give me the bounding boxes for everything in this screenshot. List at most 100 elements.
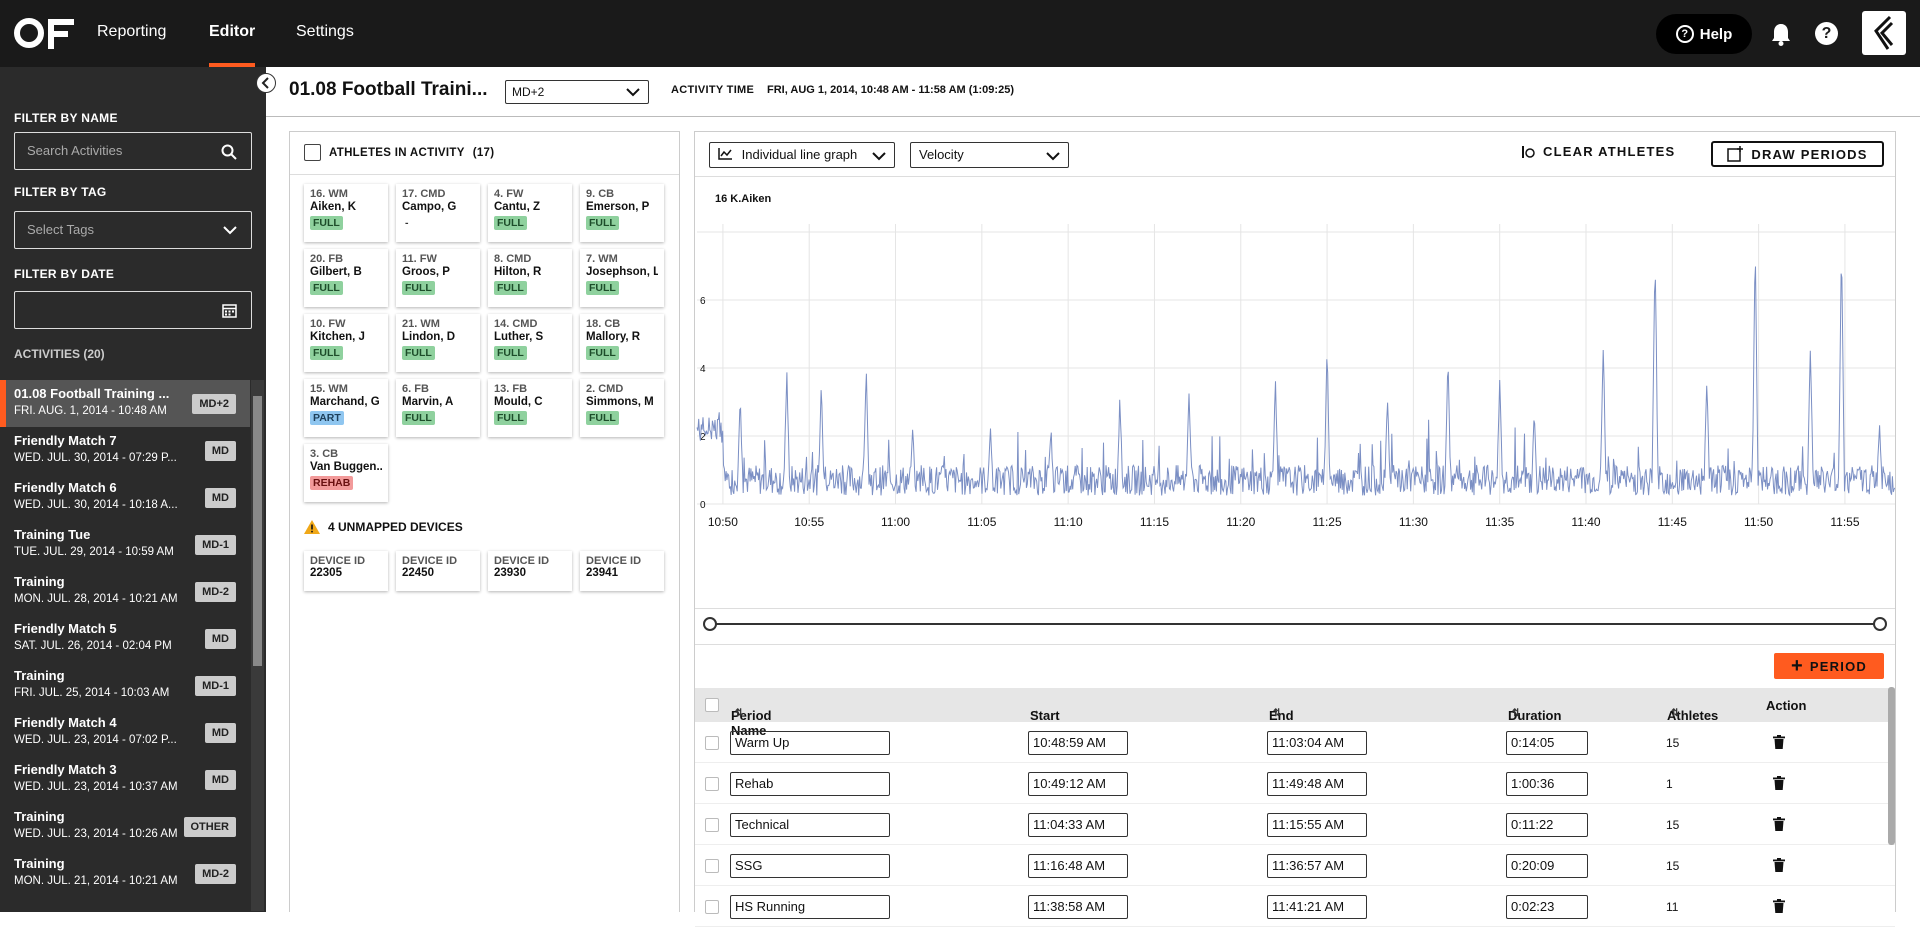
nav-settings[interactable]: Settings xyxy=(296,23,354,40)
collapse-sidebar-button[interactable] xyxy=(256,73,276,93)
athlete-card[interactable]: 21. WM Lindon, D FULL xyxy=(396,314,480,372)
athlete-card[interactable]: 3. CB Van Buggen... REHAB xyxy=(304,444,388,502)
activity-date: WED. JUL. 23, 2014 - 10:26 AM xyxy=(14,828,178,840)
activity-item[interactable]: Friendly Match 3 WED. JUL. 23, 2014 - 10… xyxy=(0,756,250,803)
slider-end-handle[interactable] xyxy=(1873,617,1887,631)
clear-athletes-button[interactable]: CLEAR ATHLETES xyxy=(1521,144,1675,159)
nav-editor[interactable]: Editor xyxy=(209,0,256,67)
period-name-input[interactable]: Rehab xyxy=(730,772,890,796)
period-duration-input[interactable]: 0:02:23 xyxy=(1506,895,1588,919)
period-end-input[interactable]: 11:49:48 AM xyxy=(1267,772,1367,796)
athlete-card[interactable]: 6. FB Marvin, A FULL xyxy=(396,379,480,437)
sidebar: FILTER BY NAME Search Activities FILTER … xyxy=(0,67,266,912)
activity-date: WED. JUL. 30, 2014 - 07:29 P... xyxy=(14,452,177,464)
bell-icon[interactable] xyxy=(1770,22,1792,46)
velocity-line-chart[interactable]: 10:50 10:55 11:00 11:05 11:10 11:15 11:20 11:25… xyxy=(695,202,1895,608)
y-tick-label: 4 xyxy=(700,364,706,375)
period-row-checkbox[interactable] xyxy=(705,818,719,832)
trash-icon[interactable] xyxy=(1773,735,1785,749)
graph-type-select[interactable]: Individual line graph xyxy=(709,142,895,168)
trash-icon[interactable] xyxy=(1773,858,1785,872)
activity-item[interactable]: Training MON. JUL. 21, 2014 - 10:21 AM M… xyxy=(0,850,250,897)
period-end-input[interactable]: 11:03:04 AM xyxy=(1267,731,1367,755)
period-end-input[interactable]: 11:15:55 AM xyxy=(1267,813,1367,837)
device-card[interactable]: DEVICE ID 23941 xyxy=(580,551,664,591)
period-name-input[interactable]: SSG xyxy=(730,854,890,878)
device-card[interactable]: DEVICE ID 22305 xyxy=(304,551,388,591)
period-duration-input[interactable]: 0:11:22 xyxy=(1506,813,1588,837)
brand-logo[interactable] xyxy=(14,16,76,50)
trash-icon[interactable] xyxy=(1773,899,1785,913)
period-row-checkbox[interactable] xyxy=(705,859,719,873)
athlete-card[interactable]: 7. WM Josephson, L FULL xyxy=(580,249,664,307)
activity-item[interactable]: Training WED. JUL. 23, 2014 - 10:26 AM O… xyxy=(0,803,250,850)
athlete-card[interactable]: 10. FW Kitchen, J FULL xyxy=(304,314,388,372)
device-card[interactable]: DEVICE ID 23930 xyxy=(488,551,572,591)
period-end-input[interactable]: 11:36:57 AM xyxy=(1267,854,1367,878)
period-name-input[interactable]: Technical xyxy=(730,813,890,837)
activity-item[interactable]: Training MON. JUL. 28, 2014 - 10:21 AM M… xyxy=(0,568,250,615)
period-start-input[interactable]: 11:04:33 AM xyxy=(1028,813,1128,837)
activity-item[interactable]: Training FRI. JUL. 25, 2014 - 10:03 AM M… xyxy=(0,662,250,709)
slider-start-handle[interactable] xyxy=(703,617,717,631)
search-activities-input[interactable]: Search Activities xyxy=(14,132,252,170)
period-duration-input[interactable]: 0:14:05 xyxy=(1506,731,1588,755)
period-duration-input[interactable]: 1:00:36 xyxy=(1506,772,1588,796)
trash-icon[interactable] xyxy=(1773,776,1785,790)
x-tick-label: 11:20 xyxy=(1226,515,1255,529)
athlete-position: 17. CMD xyxy=(402,188,446,200)
period-name-input[interactable]: HS Running xyxy=(730,895,890,919)
period-start-input[interactable]: 10:49:12 AM xyxy=(1028,772,1128,796)
periods-table-scrollbar[interactable] xyxy=(1888,687,1895,845)
chart-panel: Individual line graph Velocity CLEAR ATH… xyxy=(694,131,1896,927)
nav-reporting[interactable]: Reporting xyxy=(97,23,167,40)
athlete-card[interactable]: 14. CMD Luther, S FULL xyxy=(488,314,572,372)
athlete-card[interactable]: 18. CB Mallory, R FULL xyxy=(580,314,664,372)
device-id: 23941 xyxy=(586,567,618,579)
athlete-card[interactable]: 9. CB Emerson, P FULL xyxy=(580,184,664,242)
time-range-slider[interactable] xyxy=(711,623,1883,625)
period-start-input[interactable]: 11:16:48 AM xyxy=(1028,854,1128,878)
activity-item[interactable]: Friendly Match 7 WED. JUL. 30, 2014 - 07… xyxy=(0,427,250,474)
metric-select[interactable]: Velocity xyxy=(910,142,1069,168)
period-row-checkbox[interactable] xyxy=(705,736,719,750)
activity-item[interactable]: Training Tue TUE. JUL. 29, 2014 - 10:59 … xyxy=(0,521,250,568)
activity-item[interactable]: Friendly Match 5 SAT. JUL. 26, 2014 - 02… xyxy=(0,615,250,662)
activity-tag-select[interactable]: MD+2 xyxy=(505,80,649,104)
athlete-card[interactable]: 17. CMD Campo, G - xyxy=(396,184,480,242)
add-period-button[interactable]: + PERIOD xyxy=(1774,653,1884,679)
sidebar-scrollbar[interactable] xyxy=(251,380,264,911)
activity-time-value: FRI, AUG 1, 2014, 10:48 AM - 11:58 AM (1… xyxy=(767,84,1014,96)
athlete-card[interactable]: 8. CMD Hilton, R FULL xyxy=(488,249,572,307)
date-picker-input[interactable] xyxy=(14,291,252,329)
athlete-card[interactable]: 20. FB Gilbert, B FULL xyxy=(304,249,388,307)
athlete-card[interactable]: 13. FB Mould, C FULL xyxy=(488,379,572,437)
select-all-athletes-checkbox[interactable] xyxy=(304,144,321,161)
device-card[interactable]: DEVICE ID 22450 xyxy=(396,551,480,591)
activity-item[interactable]: 01.08 Football Training ... FRI. AUG. 1,… xyxy=(0,380,250,427)
athlete-card[interactable]: 16. WM Aiken, K FULL xyxy=(304,184,388,242)
period-name-input[interactable]: Warm Up xyxy=(730,731,890,755)
athlete-card[interactable]: 11. FW Groos, P FULL xyxy=(396,249,480,307)
period-row-checkbox[interactable] xyxy=(705,777,719,791)
activity-item[interactable]: Friendly Match 6 WED. JUL. 30, 2014 - 10… xyxy=(0,474,250,521)
period-end-input[interactable]: 11:41:21 AM xyxy=(1267,895,1367,919)
club-logo[interactable] xyxy=(1862,11,1906,55)
period-duration-input[interactable]: 0:20:09 xyxy=(1506,854,1588,878)
athlete-card[interactable]: 4. FW Cantu, Z FULL xyxy=(488,184,572,242)
draw-periods-button[interactable]: DRAW PERIODS xyxy=(1711,141,1884,167)
activity-item[interactable]: Friendly Match 4 WED. JUL. 23, 2014 - 07… xyxy=(0,709,250,756)
athlete-card[interactable]: 2. CMD Simmons, M FULL xyxy=(580,379,664,437)
activity-badge: MD xyxy=(204,488,236,508)
period-start-input[interactable]: 10:48:59 AM xyxy=(1028,731,1128,755)
sidebar-scrollbar-thumb[interactable] xyxy=(253,396,262,666)
tag-select[interactable]: Select Tags xyxy=(14,211,252,249)
trash-icon[interactable] xyxy=(1773,817,1785,831)
period-row: SSG 11:16:48 AM 11:36:57 AM 0:20:09 15 xyxy=(695,845,1895,886)
help-circle-icon[interactable]: ? xyxy=(1815,22,1838,45)
help-button[interactable]: ? Help xyxy=(1656,14,1752,54)
period-start-input[interactable]: 11:38:58 AM xyxy=(1028,895,1128,919)
athlete-status-badge: FULL xyxy=(310,216,343,230)
select-all-periods-checkbox[interactable] xyxy=(705,698,719,712)
athlete-card[interactable]: 15. WM Marchand, G PART xyxy=(304,379,388,437)
